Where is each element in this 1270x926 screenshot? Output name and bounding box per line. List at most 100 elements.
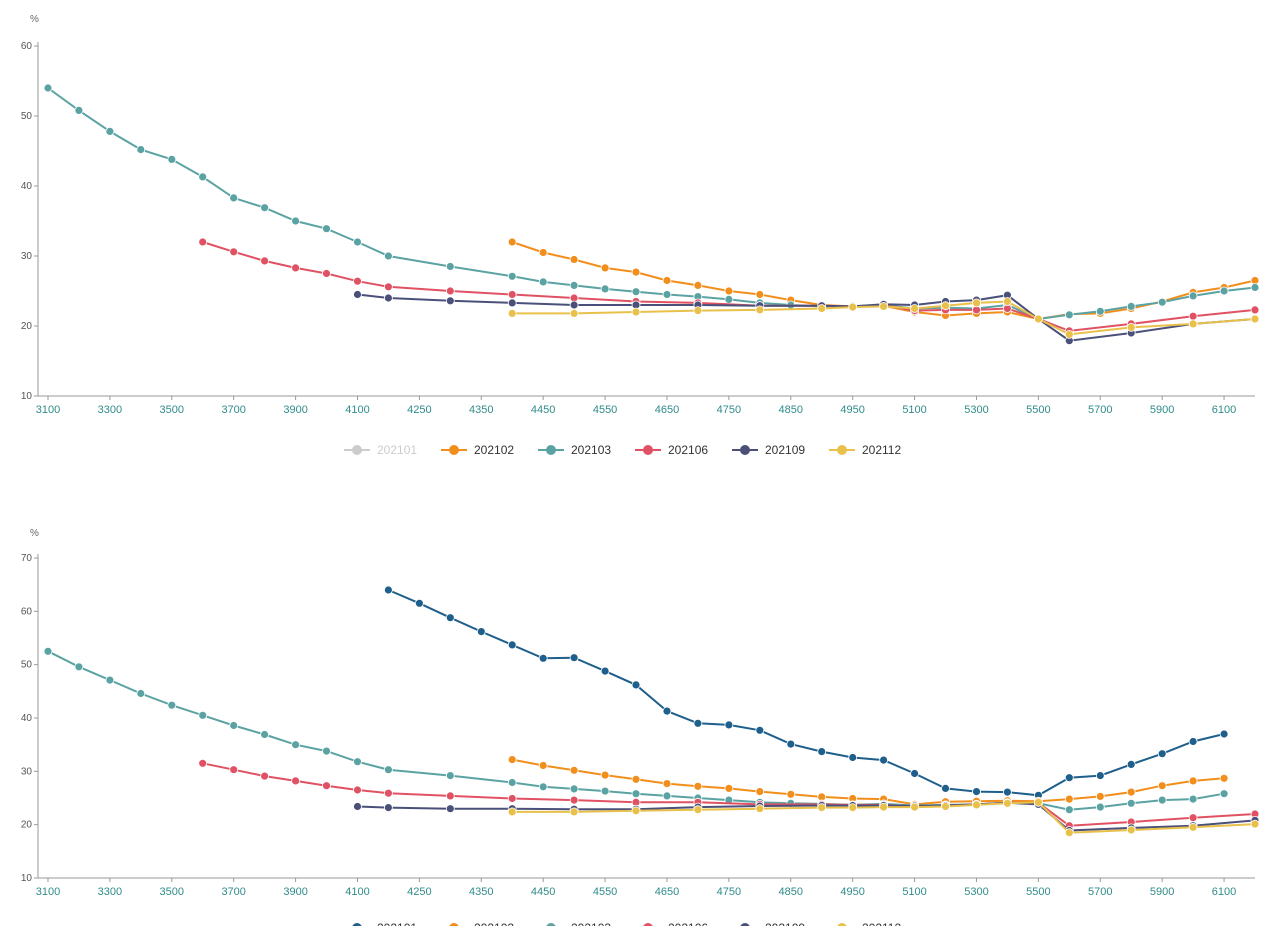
data-point-202102[interactable] (538, 761, 548, 770)
data-point-202101[interactable] (569, 653, 579, 663)
data-point-202106[interactable] (1188, 813, 1198, 823)
data-point-202102[interactable] (631, 774, 641, 784)
data-point-202106[interactable] (291, 776, 301, 786)
data-point-202101[interactable] (693, 718, 703, 728)
data-point-202103[interactable] (105, 126, 115, 136)
data-point-202101[interactable] (507, 640, 517, 650)
data-point-202112[interactable] (1188, 319, 1198, 329)
data-point-202103[interactable] (167, 700, 177, 710)
data-point-202101[interactable] (910, 769, 919, 778)
data-point-202112[interactable] (1034, 314, 1043, 324)
data-point-202101[interactable] (383, 585, 393, 595)
data-point-202112[interactable] (1250, 819, 1260, 829)
data-point-202103[interactable] (229, 193, 239, 203)
data-point-202103[interactable] (198, 710, 208, 720)
data-point-202103[interactable] (291, 216, 301, 226)
data-point-202101[interactable] (476, 627, 486, 637)
data-point-202103[interactable] (322, 746, 331, 756)
data-point-202102[interactable] (1157, 781, 1167, 791)
data-point-202109[interactable] (353, 802, 362, 811)
data-point-202112[interactable] (507, 807, 517, 817)
legend-item-202112[interactable]: 202112 (829, 921, 901, 926)
data-point-202103[interactable] (1188, 794, 1198, 804)
data-point-202102[interactable] (662, 779, 672, 789)
data-point-202102[interactable] (693, 781, 703, 791)
data-point-202106[interactable] (507, 290, 517, 299)
data-point-202106[interactable] (1250, 305, 1260, 315)
data-point-202112[interactable] (1003, 798, 1012, 808)
data-point-202103[interactable] (353, 757, 362, 767)
data-point-202102[interactable] (507, 755, 517, 765)
data-point-202102[interactable] (631, 267, 641, 277)
data-point-202103[interactable] (43, 83, 53, 93)
data-point-202101[interactable] (538, 653, 548, 663)
data-point-202102[interactable] (1095, 791, 1105, 801)
data-point-202103[interactable] (383, 765, 393, 775)
data-point-202106[interactable] (1188, 311, 1198, 321)
data-point-202103[interactable] (631, 789, 641, 799)
data-point-202112[interactable] (1064, 329, 1074, 339)
data-point-202103[interactable] (631, 287, 641, 297)
legend-item-202109[interactable]: 202109 (732, 443, 805, 457)
data-point-202101[interactable] (755, 725, 765, 735)
data-point-202112[interactable] (693, 306, 703, 316)
legend-item-202103[interactable]: 202103 (538, 921, 611, 926)
data-point-202102[interactable] (1126, 787, 1136, 797)
data-point-202112[interactable] (910, 802, 919, 812)
data-point-202112[interactable] (631, 307, 641, 317)
data-point-202103[interactable] (260, 203, 270, 213)
data-point-202103[interactable] (507, 271, 517, 281)
data-point-202103[interactable] (167, 154, 177, 164)
data-point-202106[interactable] (445, 286, 455, 296)
data-point-202102[interactable] (600, 263, 610, 273)
data-point-202109[interactable] (383, 803, 393, 813)
data-point-202112[interactable] (879, 802, 888, 812)
data-point-202112[interactable] (848, 803, 858, 813)
data-point-202102[interactable] (693, 280, 703, 290)
data-point-202102[interactable] (569, 765, 579, 775)
data-point-202101[interactable] (972, 787, 981, 797)
data-point-202112[interactable] (817, 304, 827, 313)
data-point-202106[interactable] (260, 771, 270, 781)
data-point-202103[interactable] (136, 145, 146, 155)
data-point-202103[interactable] (291, 740, 301, 750)
data-point-202103[interactable] (507, 778, 517, 787)
data-point-202102[interactable] (662, 276, 672, 285)
legend-item-202106[interactable]: 202106 (635, 921, 708, 926)
data-point-202112[interactable] (1188, 822, 1198, 832)
data-point-202102[interactable] (724, 783, 734, 793)
data-point-202106[interactable] (445, 791, 455, 801)
data-point-202112[interactable] (755, 305, 765, 315)
data-point-202103[interactable] (1064, 805, 1074, 815)
data-point-202112[interactable] (1003, 297, 1012, 306)
data-point-202101[interactable] (879, 755, 888, 765)
data-point-202106[interactable] (229, 765, 239, 775)
data-point-202106[interactable] (322, 269, 331, 278)
data-point-202112[interactable] (1034, 797, 1043, 807)
data-point-202103[interactable] (445, 771, 455, 781)
data-point-202103[interactable] (662, 791, 672, 801)
data-point-202102[interactable] (538, 248, 548, 257)
legend-item-202101[interactable]: 202101 (344, 443, 417, 457)
data-point-202101[interactable] (941, 783, 950, 793)
data-point-202102[interactable] (1188, 776, 1198, 786)
data-point-202106[interactable] (229, 247, 239, 257)
data-point-202102[interactable] (600, 770, 610, 780)
data-point-202106[interactable] (291, 263, 301, 273)
data-point-202112[interactable] (507, 308, 517, 318)
data-point-202106[interactable] (383, 788, 393, 798)
data-point-202103[interactable] (229, 721, 239, 730)
data-point-202109[interactable] (507, 298, 517, 308)
data-point-202112[interactable] (941, 802, 950, 811)
data-point-202102[interactable] (569, 255, 579, 264)
data-point-202101[interactable] (1188, 737, 1198, 746)
legend-item-202102[interactable]: 202102 (441, 443, 514, 457)
data-point-202106[interactable] (507, 794, 517, 803)
legend-item-202106[interactable]: 202106 (635, 443, 708, 457)
data-point-202103[interactable] (1064, 310, 1074, 320)
data-point-202112[interactable] (848, 302, 858, 312)
data-point-202103[interactable] (1126, 301, 1136, 311)
legend-item-202112[interactable]: 202112 (829, 443, 901, 457)
data-point-202102[interactable] (786, 789, 796, 799)
data-point-202102[interactable] (755, 290, 765, 299)
